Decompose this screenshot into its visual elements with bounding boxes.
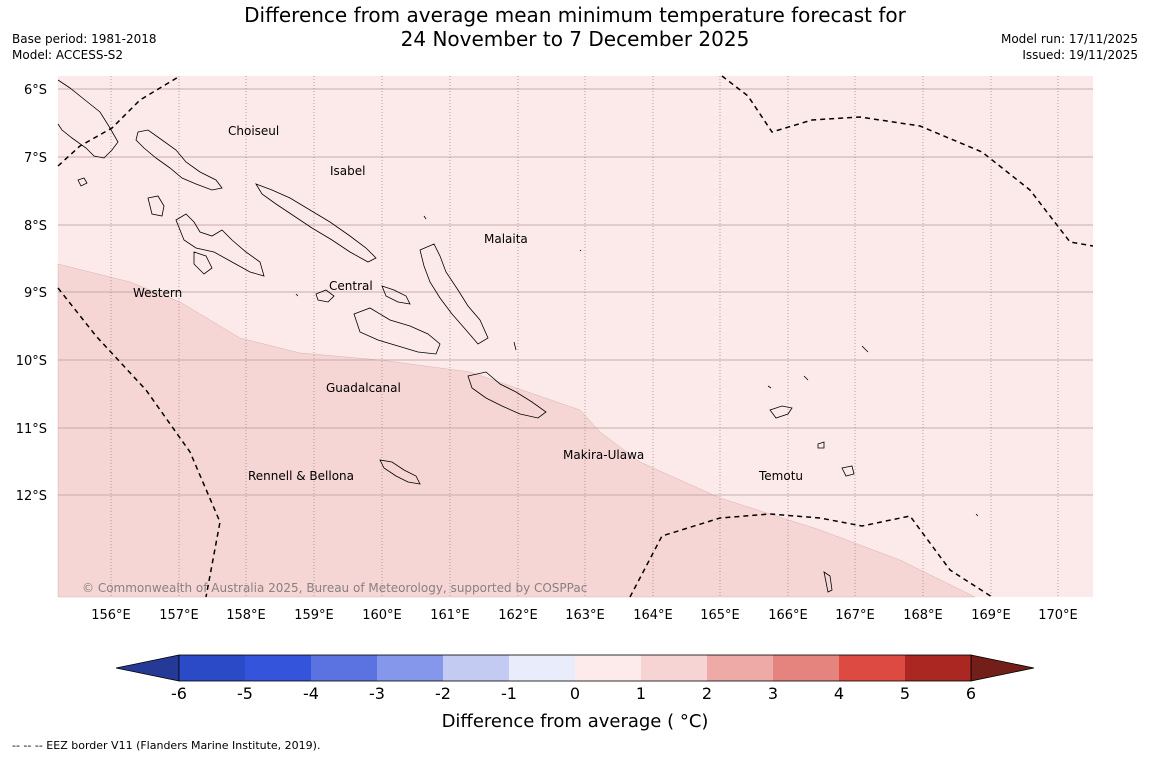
region-western: Western [133, 286, 182, 300]
lat-label: 8°S [24, 219, 47, 234]
coast-guadalcanal [353, 307, 441, 355]
coast-new-georgia [175, 213, 265, 277]
lon-label: 163°E [565, 608, 605, 623]
colorbar-segment [179, 655, 245, 681]
coast-choiseul [135, 129, 223, 191]
colorbar-tick: 1 [636, 684, 646, 703]
region-rennell-bellona: Rennell & Bellona [248, 469, 354, 483]
chart-title-line-1: Difference from average mean minimum tem… [244, 3, 906, 27]
coast-small-islands [295, 215, 979, 517]
lon-label: 158°E [226, 608, 266, 623]
issued-date: Issued: 19/11/2025 [1022, 48, 1138, 62]
coast-central-islands [315, 285, 411, 305]
lat-label: 7°S [24, 151, 47, 166]
lon-label: 161°E [430, 608, 470, 623]
grid-latitude-lines [58, 88, 1093, 496]
longitude-labels: 156°E 157°E 158°E 159°E 160°E 161°E 162°… [91, 608, 1078, 623]
lon-label: 159°E [294, 608, 334, 623]
lon-label: 170°E [1038, 608, 1078, 623]
colorbar-segment [245, 655, 311, 681]
colorbar-tick: -6 [171, 684, 187, 703]
coast-small-island-1 [77, 177, 88, 187]
region-labels: Choiseul Isabel Malaita Central Western … [133, 124, 803, 483]
lon-label: 162°E [498, 608, 538, 623]
lon-label: 157°E [159, 608, 199, 623]
meta-left: Base period: 1981-2018 Model: ACCESS-S2 [12, 31, 157, 63]
coast-malaita [419, 243, 489, 345]
colorbar-low-extend [115, 654, 180, 682]
colorbar-tick: -5 [237, 684, 253, 703]
lon-label: 169°E [971, 608, 1011, 623]
colorbar-tick: 6 [966, 684, 976, 703]
colorbar-segment [311, 655, 377, 681]
colorbar-tick: 4 [834, 684, 844, 703]
region-makira-ulawa: Makira-Ulawa [563, 448, 644, 462]
lon-label: 167°E [835, 608, 875, 623]
coast-bougainville [57, 79, 119, 159]
colorbar-tick: -3 [369, 684, 385, 703]
colorbar-high-extend [970, 654, 1035, 682]
lon-label: 168°E [903, 608, 943, 623]
region-choiseul: Choiseul [228, 124, 279, 138]
colorbar-segment [839, 655, 905, 681]
lat-label: 9°S [24, 286, 47, 301]
lon-label: 166°E [768, 608, 808, 623]
colorbar-tick: -2 [435, 684, 451, 703]
colorbar-segment [377, 655, 443, 681]
lat-label: 10°S [16, 354, 47, 369]
latitude-labels: 6°S 7°S 8°S 9°S 10°S 11°S 12°S [16, 83, 47, 504]
colorbar: -6 -5 -4 -3 -2 -1 0 1 2 3 4 5 6 Differen… [115, 654, 1035, 732]
lat-label: 11°S [16, 422, 47, 437]
eez-borders [57, 75, 1094, 598]
coast-rennell [379, 459, 421, 485]
model-name: Model: ACCESS-S2 [12, 48, 124, 62]
lon-label: 156°E [91, 608, 131, 623]
region-temotu: Temotu [758, 469, 803, 483]
lon-label: 165°E [700, 608, 740, 623]
colorbar-tick: 0 [570, 684, 580, 703]
colorbar-segment [905, 655, 971, 681]
colorbar-segment [641, 655, 707, 681]
coast-santa-cruz [769, 405, 855, 593]
coast-vella-lavella [147, 195, 165, 217]
colorbar-tick: 3 [768, 684, 778, 703]
chart-title-line-2: 24 November to 7 December 2025 [400, 27, 750, 51]
coast-rendova [193, 251, 213, 275]
meta-right: Model run: 17/11/2025 Issued: 19/11/2025 [1001, 31, 1138, 63]
colorbar-outline [178, 654, 972, 682]
zone-1-to-2 [57, 263, 976, 598]
lon-label: 160°E [362, 608, 402, 623]
coastlines [57, 79, 979, 593]
colorbar-segment [773, 655, 839, 681]
eez-legend-footer: -- -- -- EEZ border V11 (Flanders Marine… [12, 739, 321, 752]
region-guadalcanal: Guadalcanal [326, 381, 401, 395]
lat-label: 12°S [16, 489, 47, 504]
colorbar-tick: -1 [501, 684, 517, 703]
region-malaita: Malaita [484, 232, 528, 246]
colorbar-segment [443, 655, 509, 681]
base-period: Base period: 1981-2018 [12, 32, 157, 46]
region-isabel: Isabel [330, 164, 365, 178]
colorbar-segment [707, 655, 773, 681]
colorbar-segment [509, 655, 575, 681]
coast-isabel [255, 183, 377, 263]
colorbar-ticks: -6 -5 -4 -3 -2 -1 0 1 2 3 4 5 6 [171, 684, 976, 703]
lat-label: 6°S [24, 83, 47, 98]
lon-label: 164°E [633, 608, 673, 623]
colorbar-label: Difference from average ( °C) [442, 711, 709, 732]
colorbar-tick: -4 [303, 684, 319, 703]
model-run-date: Model run: 17/11/2025 [1000, 32, 1138, 46]
colorbar-tick: 5 [900, 684, 910, 703]
colorbar-tick: 2 [702, 684, 712, 703]
colorbar-segment [575, 655, 641, 681]
coast-makira [467, 371, 547, 419]
region-central: Central [329, 279, 373, 293]
copyright-notice: © Commonwealth of Australia 2025, Bureau… [82, 581, 587, 595]
